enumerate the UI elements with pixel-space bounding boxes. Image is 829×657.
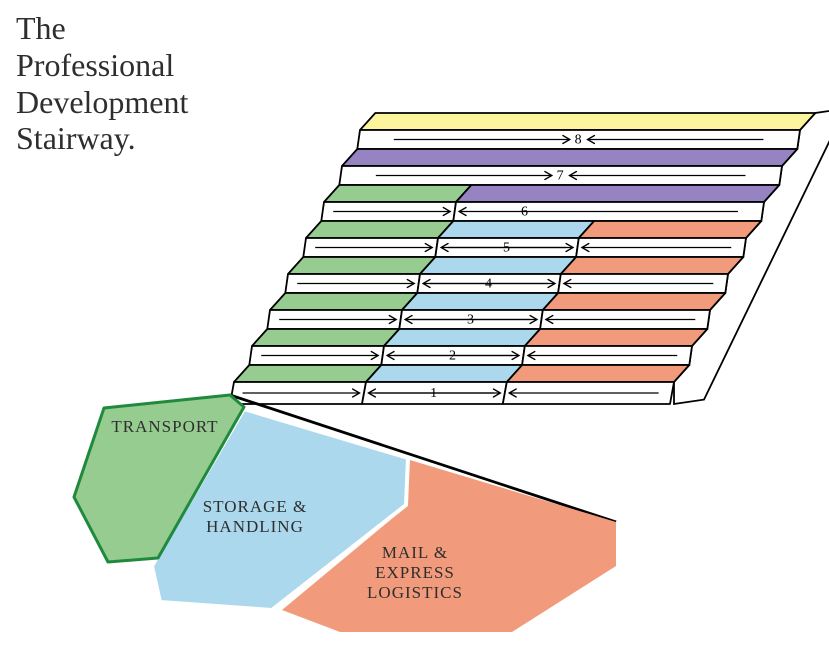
step-number: 8 [575, 133, 582, 148]
step-number: 7 [557, 169, 564, 184]
tread-segment [342, 149, 797, 166]
tread-segment [507, 365, 690, 382]
step-number: 4 [485, 277, 492, 292]
tread-segment [402, 293, 558, 310]
tread-segment [252, 329, 399, 346]
tread-segment [438, 221, 594, 238]
step-number: 6 [521, 205, 528, 220]
tread-segment [234, 365, 381, 382]
tread-segment [366, 365, 522, 382]
tread-segment [525, 329, 708, 346]
floor-label-transport: TRANSPORT [111, 417, 218, 436]
tread-segment [456, 185, 779, 202]
floor-label-mail: LOGISTICS [367, 583, 463, 602]
tread-segment [324, 185, 471, 202]
step-number: 3 [467, 313, 474, 328]
step-number: 2 [449, 349, 456, 364]
floor-label-storage: HANDLING [206, 517, 304, 536]
step-number: 1 [430, 386, 437, 401]
tread-segment [384, 329, 540, 346]
title: The Professional Development Stairway. [16, 10, 188, 157]
floor-label-mail: EXPRESS [375, 563, 455, 582]
tread-segment [306, 221, 453, 238]
tread-segment [561, 257, 744, 274]
tread-segment [360, 113, 815, 130]
tread-segment [579, 221, 762, 238]
floor-label-storage: STORAGE & [203, 497, 308, 516]
floor-label-mail: MAIL & [382, 543, 448, 562]
tread-segment [270, 293, 417, 310]
tread-segment [543, 293, 726, 310]
tread-segment [288, 257, 435, 274]
step-number: 5 [503, 241, 510, 256]
tread-segment [420, 257, 576, 274]
